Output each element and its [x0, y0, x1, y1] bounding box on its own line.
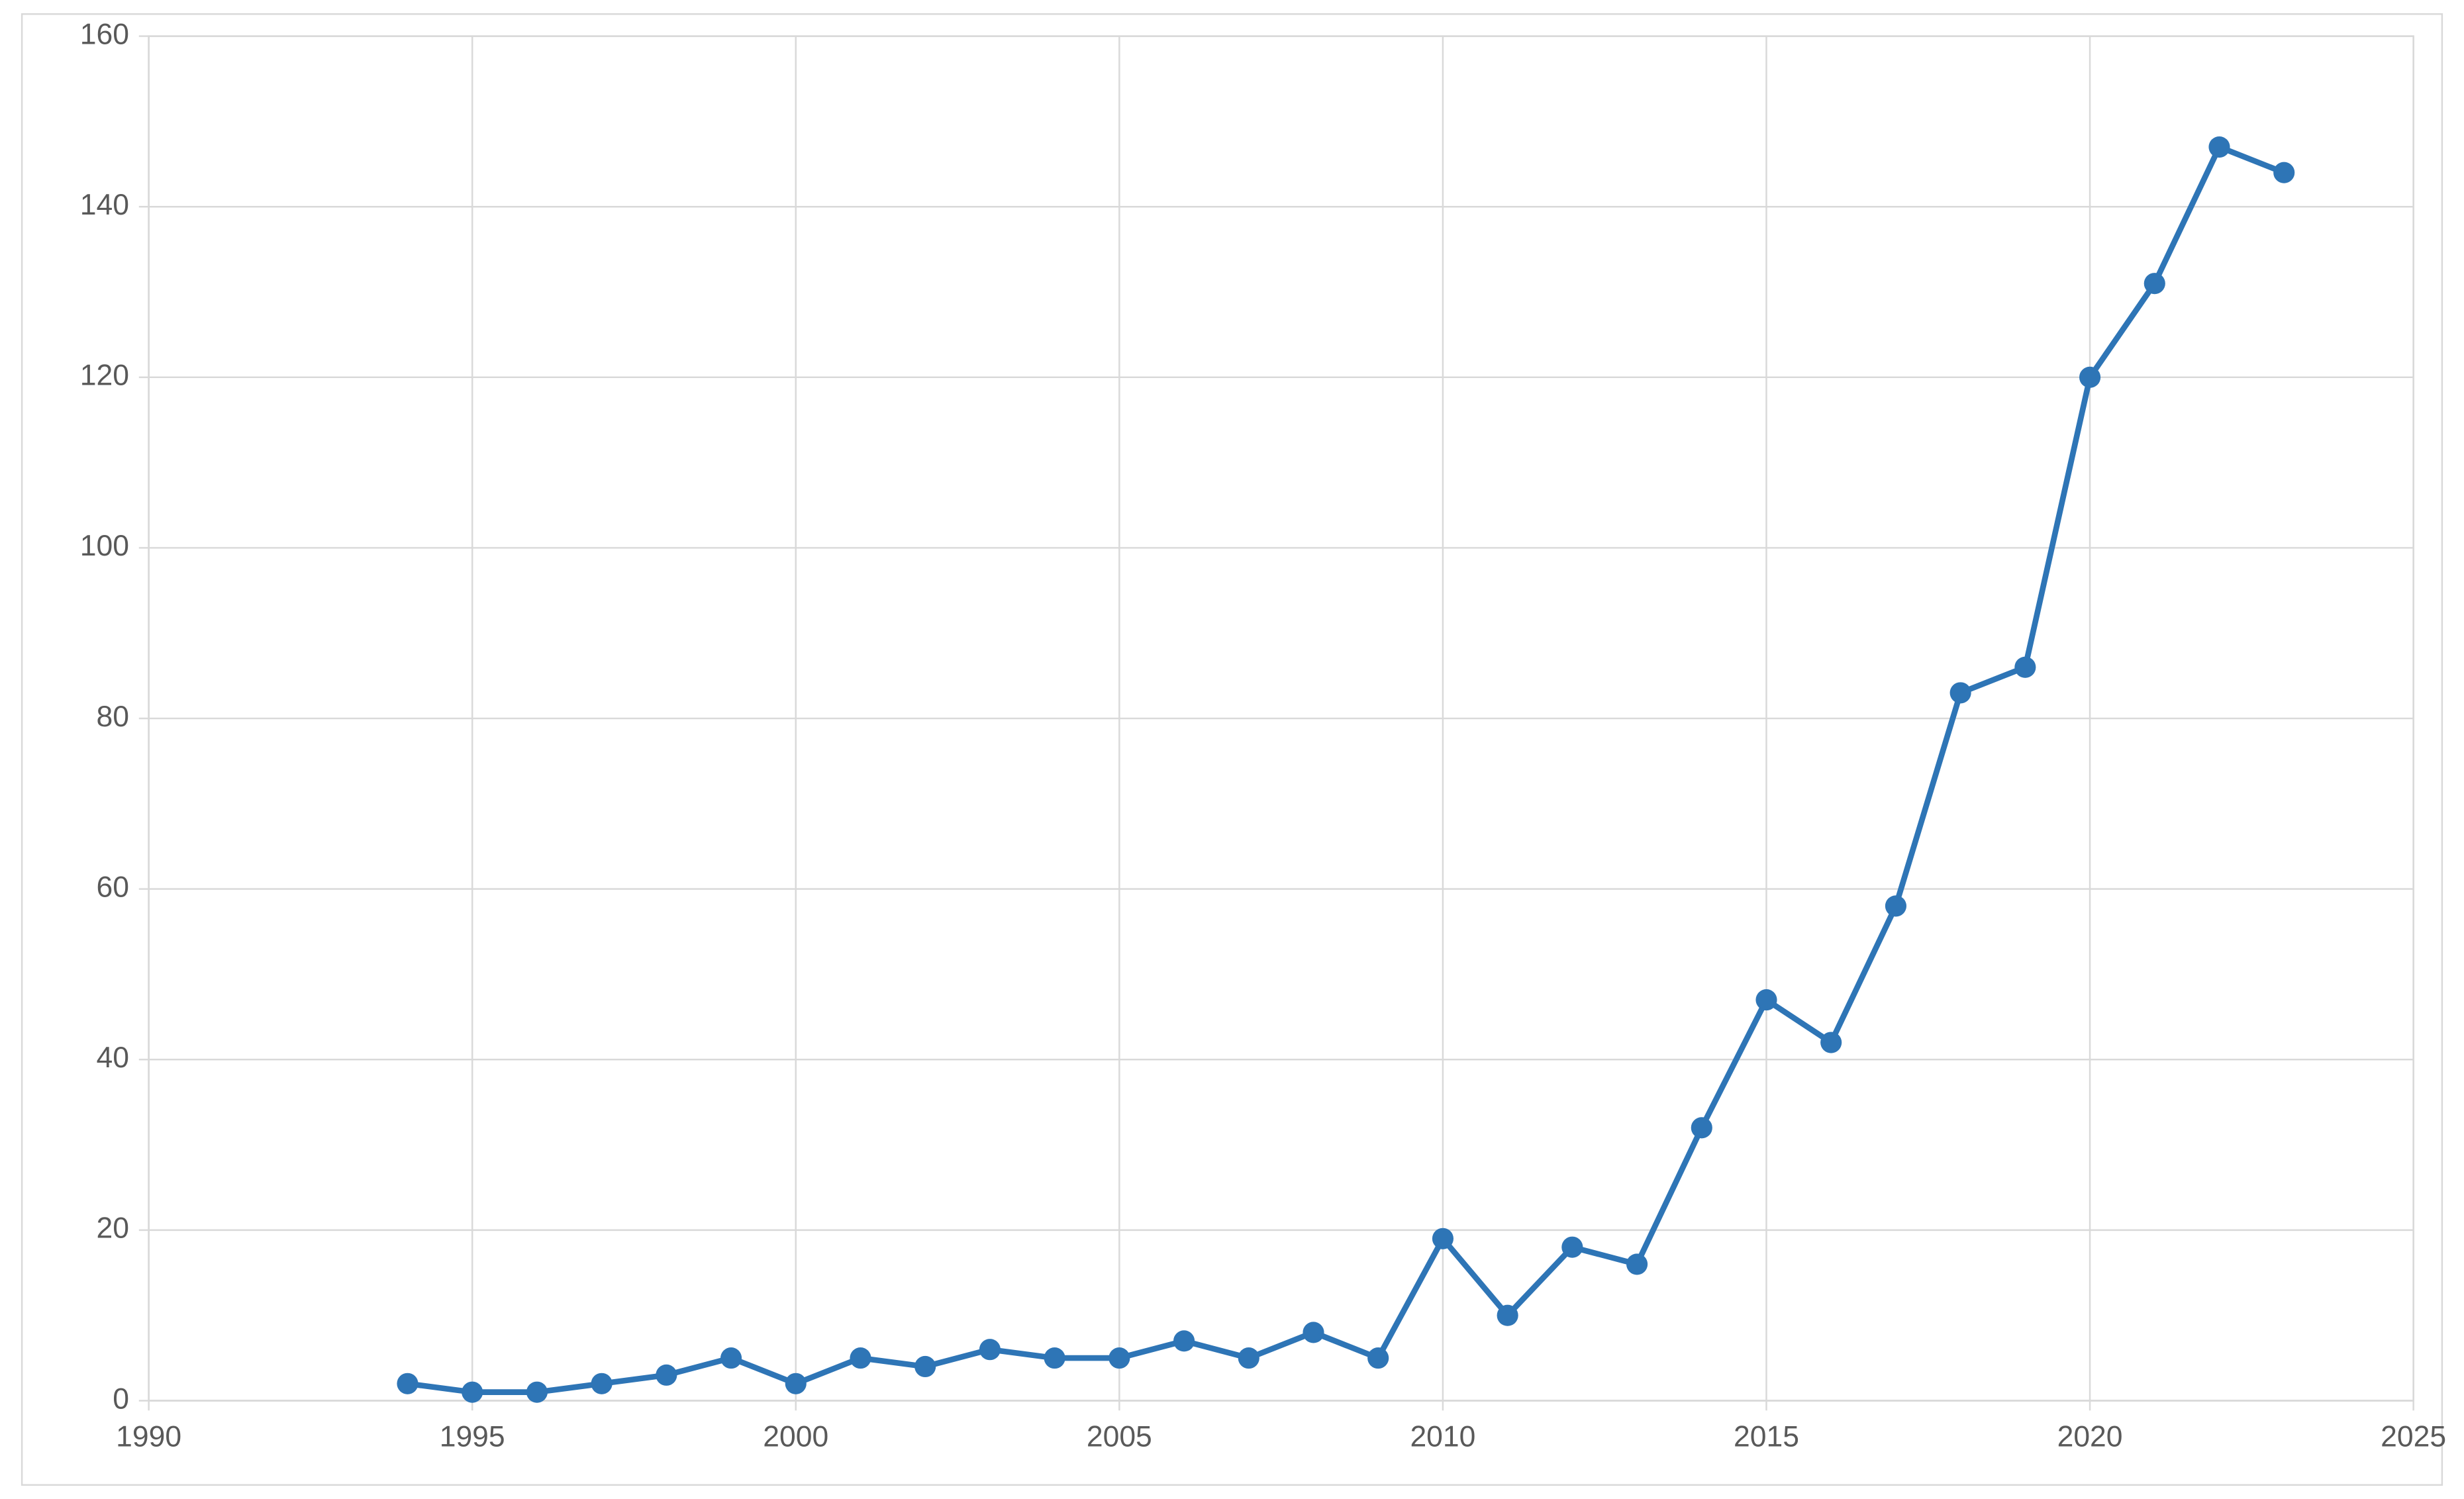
series-marker — [656, 1365, 677, 1386]
x-tick-label: 2010 — [1410, 1421, 1475, 1453]
series-marker — [1691, 1117, 1712, 1138]
series-marker — [1561, 1237, 1583, 1258]
series-marker — [1238, 1347, 1259, 1369]
series-marker — [1173, 1330, 1195, 1351]
series-marker — [2273, 162, 2294, 183]
series-marker — [1303, 1322, 1324, 1343]
series-marker — [1950, 682, 1971, 703]
series-marker — [1820, 1032, 1842, 1053]
series-marker — [1497, 1305, 1518, 1326]
series-marker — [1432, 1228, 1454, 1249]
x-tick-label: 2015 — [1734, 1421, 1799, 1453]
series-marker — [1367, 1347, 1389, 1369]
y-tick-label: 100 — [80, 530, 129, 562]
x-tick-label: 2025 — [2381, 1421, 2446, 1453]
series-marker — [1755, 989, 1777, 1010]
x-tick-label: 1995 — [440, 1421, 505, 1453]
y-tick-label: 40 — [97, 1041, 129, 1074]
y-tick-label: 20 — [97, 1212, 129, 1245]
x-tick-label: 1990 — [116, 1421, 181, 1453]
y-tick-label: 60 — [97, 871, 129, 903]
series-marker — [785, 1373, 807, 1394]
series-marker — [462, 1382, 483, 1403]
y-tick-label: 140 — [80, 189, 129, 221]
y-tick-label: 160 — [80, 18, 129, 50]
series-marker — [397, 1373, 418, 1394]
series-marker — [979, 1339, 1001, 1360]
series-marker — [526, 1382, 548, 1403]
y-tick-label: 120 — [80, 360, 129, 392]
series-marker — [2208, 136, 2230, 158]
series-marker — [1885, 895, 1906, 916]
series-marker — [2079, 367, 2100, 388]
chart-canvas: 0 20 40 60 80 100 120 140 160 1990 1995 2000 2005 201… — [13, 13, 2451, 1486]
y-tick-label: 80 — [97, 701, 129, 733]
y-tick-label: 0 — [113, 1382, 129, 1415]
line-chart: 0 20 40 60 80 100 120 140 160 1990 1995 2000 2005 201… — [13, 13, 2451, 1486]
series-marker — [914, 1356, 936, 1377]
x-tick-label: 2020 — [2057, 1421, 2123, 1453]
series-marker — [2014, 657, 2036, 678]
series-marker — [720, 1347, 742, 1369]
x-tick-label: 2000 — [763, 1421, 828, 1453]
series-marker — [1626, 1253, 1648, 1275]
series-marker — [850, 1347, 871, 1369]
series-marker — [591, 1373, 613, 1394]
series-marker — [1044, 1347, 1065, 1369]
series-marker — [1109, 1347, 1130, 1369]
x-tick-label: 2005 — [1087, 1421, 1152, 1453]
series-marker — [2144, 273, 2165, 294]
